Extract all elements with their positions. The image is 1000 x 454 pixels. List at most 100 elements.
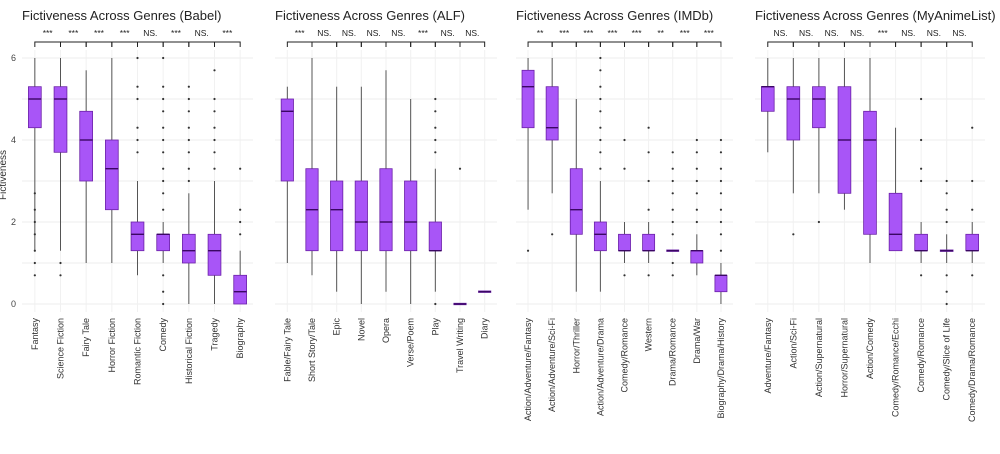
significance-label: ***	[222, 28, 233, 38]
category-label: Action/Supernatural	[814, 318, 824, 397]
outlier-point	[945, 274, 948, 277]
outlier-point	[213, 126, 216, 129]
category-label: Verse/Poem	[406, 318, 416, 367]
y-tick-label: 2	[11, 217, 16, 227]
outlier-point	[719, 151, 723, 154]
category-label: Drama/War	[692, 318, 702, 364]
outlier-point	[945, 220, 948, 224]
significance-bracket	[946, 41, 973, 47]
category-label: Fairy Tale	[81, 318, 91, 357]
outlier-point	[213, 69, 216, 72]
outlier-point	[719, 233, 723, 236]
significance-label: NS.	[850, 28, 864, 38]
outlier-point	[33, 220, 36, 224]
outlier-point	[971, 274, 974, 277]
outlier-point	[33, 261, 36, 265]
outlier-point	[162, 110, 165, 113]
outlier-point	[162, 97, 165, 101]
outlier-point	[920, 274, 923, 277]
significance-label: ***	[171, 28, 182, 38]
category-label: Action/Adventure/Fantasy	[523, 318, 533, 422]
box-body	[888, 192, 903, 252]
box-body	[786, 86, 801, 141]
outlier-point	[599, 138, 602, 142]
box-body	[521, 69, 535, 129]
chart-title: Fictiveness Across Genres (Babel)	[22, 8, 221, 23]
box-body	[690, 250, 704, 264]
box-body	[79, 110, 93, 182]
outlier-point	[671, 233, 674, 236]
category-label: Diary	[480, 318, 490, 340]
outlier-point	[817, 220, 820, 224]
outlier-point	[671, 274, 674, 277]
significance-label: ***	[878, 28, 889, 38]
outlier-point	[719, 179, 723, 183]
box-body	[233, 274, 247, 305]
outlier-point	[695, 138, 698, 142]
outlier-point	[136, 126, 139, 129]
outlier-point	[434, 97, 437, 101]
chart-title: Fictiveness Across Genres (ALF)	[275, 8, 465, 23]
outlier-point	[971, 179, 974, 183]
category-label: Comedy/Romance	[620, 318, 630, 393]
outlier-point	[458, 167, 462, 170]
outlier-point	[920, 179, 923, 183]
outlier-point	[434, 110, 437, 113]
outlier-point	[213, 97, 216, 101]
box-body	[714, 274, 728, 293]
category-label: Historical Fiction	[184, 318, 194, 384]
category-label: Adventure/Fantasy	[763, 318, 773, 394]
outlier-point	[623, 138, 626, 142]
significance-label: ***	[94, 28, 105, 38]
outlier-point	[920, 138, 923, 142]
category-label: Opera	[381, 318, 391, 343]
significance-label: ***	[43, 28, 54, 38]
outlier-point	[719, 249, 723, 252]
outlier-point	[187, 138, 190, 142]
outlier-point	[162, 138, 165, 142]
outlier-point	[187, 179, 190, 183]
category-label: Drama/Romance	[668, 318, 678, 386]
significance-label: ***	[704, 28, 715, 38]
significance-bracket	[214, 41, 241, 47]
outlier-point	[239, 220, 242, 224]
outlier-point	[647, 274, 650, 277]
category-label: Fable/Fairy Tale	[282, 318, 292, 382]
box-body	[569, 168, 583, 235]
outlier-point	[33, 249, 36, 252]
significance-label: NS.	[367, 28, 381, 38]
category-label: Biography/Drama/History	[716, 318, 726, 419]
significance-label: NS.	[391, 28, 405, 38]
y-tick-label: 6	[11, 53, 16, 63]
category-label: Tragedy	[210, 318, 220, 351]
outlier-point	[671, 208, 674, 211]
outlier-point	[239, 208, 242, 211]
category-label: Horror/Thriller	[571, 318, 581, 374]
significance-label: ***	[632, 28, 643, 38]
outlier-point	[623, 274, 626, 277]
outlier-point	[599, 126, 602, 129]
significance-label: NS.	[465, 28, 479, 38]
outlier-point	[671, 220, 674, 224]
outlier-point	[599, 151, 602, 154]
outlier-point	[162, 208, 165, 211]
outlier-point	[162, 179, 165, 183]
category-label: Travel Writing	[455, 318, 465, 373]
outlier-point	[719, 138, 723, 142]
significance-label: NS.	[143, 28, 157, 38]
outlier-point	[719, 192, 723, 195]
outlier-point	[647, 126, 650, 129]
category-label: Horror Fiction	[107, 318, 117, 373]
category-label: Epic	[332, 318, 342, 336]
box-body	[618, 233, 631, 252]
significance-label: **	[657, 28, 664, 38]
outlier-point	[162, 56, 165, 60]
outlier-point	[695, 208, 698, 211]
outlier-point	[434, 126, 437, 129]
outlier-point	[671, 151, 674, 154]
outlier-point	[239, 233, 242, 236]
significance-bracket	[696, 41, 722, 47]
category-label: Fantasy	[30, 318, 40, 351]
outlier-point	[187, 151, 190, 154]
significance-label: ***	[418, 28, 429, 38]
